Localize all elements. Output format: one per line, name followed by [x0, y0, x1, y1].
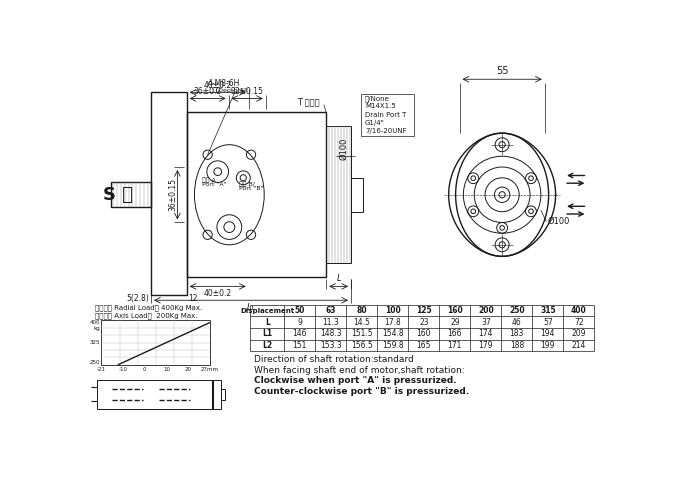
Text: 400: 400	[571, 306, 587, 315]
Text: L: L	[265, 318, 270, 326]
Text: 32±0.15: 32±0.15	[231, 87, 264, 96]
Text: 151.5: 151.5	[351, 329, 372, 338]
Text: 214: 214	[572, 341, 586, 350]
Text: -10: -10	[119, 367, 127, 372]
Text: 146: 146	[293, 329, 307, 338]
Text: 125: 125	[416, 306, 432, 315]
Text: 154.8: 154.8	[382, 329, 404, 338]
Text: Direction of shaft rotation:standard: Direction of shaft rotation:standard	[254, 355, 414, 364]
Text: S 形: S 形	[103, 186, 133, 204]
Text: 轴向负荷 Axis Load：  200Kg Max.: 轴向负荷 Axis Load： 200Kg Max.	[95, 312, 197, 319]
Text: 171: 171	[448, 341, 462, 350]
Text: 37: 37	[481, 318, 491, 326]
Text: 209: 209	[572, 329, 586, 338]
Text: L₁: L₁	[247, 302, 255, 312]
Bar	[187, 112, 326, 277]
Text: 无/None: 无/None	[365, 95, 390, 102]
Text: 9: 9	[298, 318, 302, 326]
Text: 46: 46	[512, 318, 522, 326]
Text: 12: 12	[188, 294, 197, 303]
Text: 40±0.2: 40±0.2	[204, 288, 232, 298]
Text: Port "B": Port "B"	[239, 186, 264, 192]
Text: 27mm: 27mm	[201, 367, 219, 372]
Text: L1: L1	[262, 329, 272, 338]
Bar	[326, 126, 351, 264]
Text: L2: L2	[262, 341, 272, 350]
Text: 325: 325	[90, 340, 100, 345]
Text: 250: 250	[90, 360, 100, 365]
Text: 194: 194	[540, 329, 555, 338]
Text: 23: 23	[419, 318, 428, 326]
Text: 深(Depth)13: 深(Depth)13	[213, 87, 248, 93]
Text: 174: 174	[479, 329, 493, 338]
Text: 14.5: 14.5	[354, 318, 370, 326]
Text: G1/4": G1/4"	[365, 120, 385, 126]
Text: 径向负荷 Radial Load： 400Kg Max.: 径向负荷 Radial Load： 400Kg Max.	[95, 305, 202, 312]
Text: 72: 72	[574, 318, 584, 326]
Text: 63: 63	[326, 306, 336, 315]
Text: 160: 160	[447, 306, 463, 315]
Text: 165: 165	[416, 341, 431, 350]
Bar	[220, 389, 225, 400]
Text: 40±0.2: 40±0.2	[204, 81, 232, 90]
Text: Displacement: Displacement	[240, 308, 295, 314]
Text: 7/16-20UNF: 7/16-20UNF	[365, 128, 407, 134]
Text: 36±0.15: 36±0.15	[168, 178, 177, 211]
Text: -21: -21	[97, 367, 106, 372]
Text: L: L	[336, 274, 341, 283]
Text: 153.3: 153.3	[320, 341, 342, 350]
Text: 油口 A: 油口 A	[202, 178, 216, 184]
Text: Counter-clockwise port "B" is pressurized.: Counter-clockwise port "B" is pressurize…	[254, 387, 469, 396]
Text: 50: 50	[295, 306, 305, 315]
Text: Clockwise when port "A" is pressurized.: Clockwise when port "A" is pressurized.	[254, 376, 456, 386]
Text: 179: 179	[479, 341, 493, 350]
Text: Ø100: Ø100	[547, 217, 570, 226]
Bar	[361, 94, 414, 136]
Text: 油口 B/: 油口 B/	[239, 182, 255, 188]
Text: 0: 0	[143, 367, 146, 372]
Text: 4-M8-6H: 4-M8-6H	[208, 78, 240, 88]
Text: 36±0.2: 36±0.2	[194, 87, 222, 96]
Text: 57: 57	[543, 318, 553, 326]
Text: 100: 100	[385, 306, 400, 315]
Text: M14X1.5: M14X1.5	[365, 103, 395, 109]
Bar	[151, 92, 187, 295]
Text: 20: 20	[185, 367, 192, 372]
Text: 10: 10	[163, 367, 170, 372]
Text: 183: 183	[510, 329, 524, 338]
Text: 166: 166	[447, 329, 462, 338]
Text: 200: 200	[478, 306, 493, 315]
Text: 151: 151	[293, 341, 307, 350]
Text: 160: 160	[416, 329, 431, 338]
Text: When facing shaft end of motor,shaft rotation:: When facing shaft end of motor,shaft rot…	[254, 366, 465, 374]
Bar	[351, 178, 363, 212]
Text: 55: 55	[496, 66, 508, 76]
Text: Ø100: Ø100	[340, 138, 349, 160]
Bar	[102, 320, 210, 365]
Text: 250: 250	[509, 306, 525, 315]
Text: 400
kg: 400 kg	[90, 320, 100, 331]
Text: 156.5: 156.5	[351, 341, 372, 350]
Text: Port "A": Port "A"	[202, 182, 227, 188]
Text: 315: 315	[540, 306, 556, 315]
Text: 80: 80	[356, 306, 368, 315]
Text: 159.8: 159.8	[382, 341, 404, 350]
Text: Drain Port T: Drain Port T	[365, 112, 406, 118]
Text: 11.3: 11.3	[323, 318, 339, 326]
Text: 188: 188	[510, 341, 524, 350]
Text: T 泄油口: T 泄油口	[297, 98, 319, 107]
Text: 17.8: 17.8	[384, 318, 401, 326]
Text: 29: 29	[450, 318, 460, 326]
Text: 148.3: 148.3	[320, 329, 342, 338]
Bar	[97, 380, 220, 409]
Text: 5(2.8): 5(2.8)	[126, 294, 148, 303]
Bar	[111, 182, 151, 207]
Text: 199: 199	[540, 341, 555, 350]
